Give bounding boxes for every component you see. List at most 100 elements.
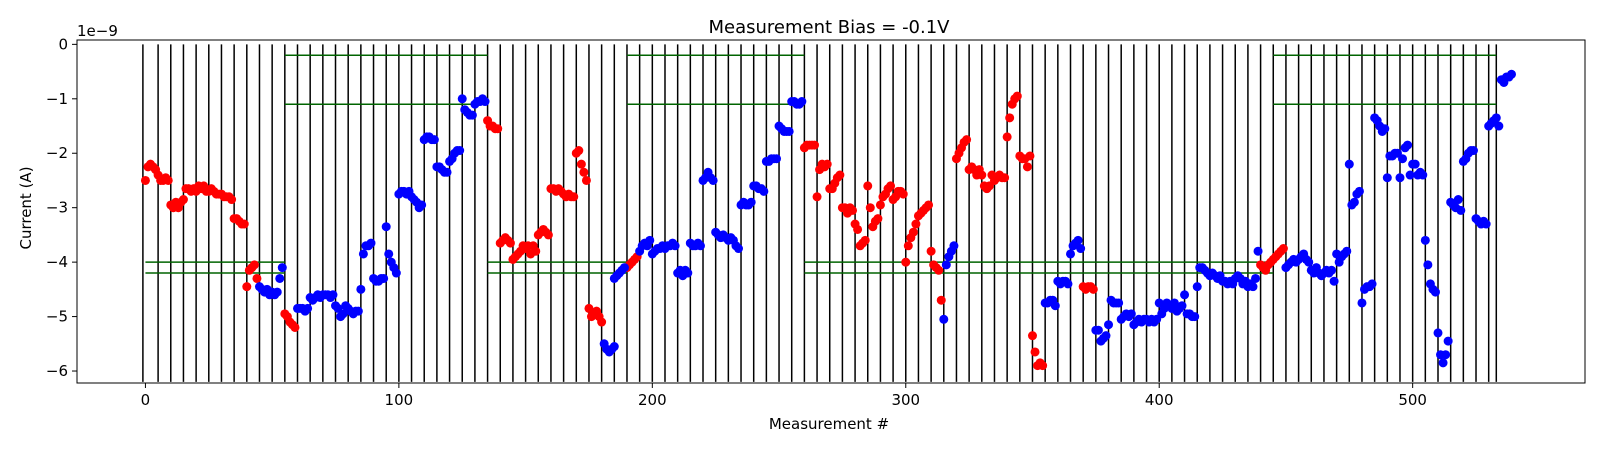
data-point-blue-124 [708, 175, 718, 185]
y-tick-label-6: −6 [46, 362, 68, 380]
y-tick-label-5: −5 [46, 308, 68, 326]
data-point-red-186 [1027, 331, 1037, 341]
data-point-blue-35 [356, 284, 366, 294]
x-tick-label-4: 400 [1145, 391, 1174, 409]
data-point-blue-36 [358, 249, 368, 259]
data-point-blue-39 [366, 238, 376, 248]
data-point-blue-264 [1329, 276, 1339, 286]
data-point-blue-301 [1423, 260, 1433, 270]
data-point-red-89 [581, 175, 591, 185]
data-point-blue-94 [619, 263, 629, 273]
data-point-red-151 [926, 246, 936, 256]
data-point-red-195 [1088, 284, 1098, 294]
data-point-red-122 [853, 224, 863, 234]
data-point-blue-144 [759, 186, 769, 196]
data-point-blue-294 [1405, 170, 1415, 180]
data-point-blue-220 [1192, 282, 1202, 292]
data-point-blue-274 [1354, 186, 1364, 196]
data-point-blue-8 [275, 273, 285, 283]
data-point-blue-244 [1253, 246, 1263, 256]
data-point-blue-160 [939, 314, 949, 324]
data-point-red-160 [962, 135, 972, 145]
data-point-red-175 [1000, 173, 1010, 183]
data-point-blue-309 [1443, 336, 1453, 346]
data-point-blue-179 [1076, 244, 1086, 254]
data-point-blue-304 [1430, 287, 1440, 297]
data-point-blue-49 [391, 268, 401, 278]
plot-frame [76, 39, 1586, 384]
data-point-red-140 [898, 189, 908, 199]
data-point-red-87 [576, 159, 586, 169]
data-point-blue-299 [1418, 170, 1428, 180]
data-point-blue-334 [1507, 69, 1517, 79]
data-point-blue-159 [797, 97, 807, 107]
data-point-red-106 [812, 192, 822, 202]
data-point-blue-75 [457, 94, 467, 104]
data-point-red-135 [886, 181, 896, 191]
y-offset-label: 1e−9 [77, 22, 118, 40]
y-axis-label: Current (A) [17, 166, 35, 249]
data-point-blue-307 [1438, 358, 1448, 368]
data-point-blue-99 [645, 235, 655, 245]
x-tick-label-1: 100 [385, 391, 414, 409]
data-point-blue-219 [1190, 312, 1200, 322]
data-point-blue-34 [353, 306, 363, 316]
data-point-blue-269 [1342, 246, 1352, 256]
data-point-blue-308 [1441, 350, 1451, 360]
data-point-blue-324 [1481, 219, 1491, 229]
data-point-blue-214 [1177, 301, 1187, 311]
x-tick-label-0: 0 [141, 391, 151, 409]
data-point-blue-44 [379, 273, 389, 283]
plot-area [140, 44, 1517, 382]
data-point-blue-109 [670, 241, 680, 251]
data-point-blue-279 [1367, 279, 1377, 289]
data-point-red-187 [1030, 347, 1040, 357]
data-point-blue-119 [695, 241, 705, 251]
data-point-blue-161 [941, 260, 951, 270]
data-point-blue-215 [1180, 290, 1190, 300]
data-point-red-120 [848, 205, 858, 215]
data-point-red-180 [1012, 91, 1022, 101]
data-point-red-49 [290, 322, 300, 332]
data-point-red-141 [901, 257, 911, 267]
x-tick-label-3: 300 [891, 391, 920, 409]
data-point-red-54 [493, 124, 503, 134]
data-point-blue-178 [1073, 235, 1083, 245]
data-point-blue-154 [784, 126, 794, 136]
data-point-blue-134 [733, 244, 743, 254]
data-point-red-69 [531, 246, 541, 256]
data-point-blue-263 [1327, 265, 1337, 275]
data-point-red-177 [1005, 113, 1015, 123]
data-point-red-125 [860, 235, 870, 245]
data-point-blue-300 [1420, 235, 1430, 245]
y-tick-label-2: −2 [46, 144, 68, 162]
x-tick-label-2: 200 [638, 391, 667, 409]
data-point-blue-45 [381, 222, 391, 232]
data-point-blue-185 [1104, 320, 1114, 330]
data-point-blue-46 [384, 249, 394, 259]
y-tick-label-0: 0 [58, 35, 68, 53]
data-point-red-95 [597, 317, 607, 327]
data-point-red-150 [924, 200, 934, 210]
y-tick-label-1: −1 [46, 90, 68, 108]
data-point-red-44 [252, 273, 262, 283]
data-point-blue-314 [1456, 205, 1466, 215]
data-point-blue-89 [609, 342, 619, 352]
data-point-blue-242 [1248, 282, 1258, 292]
data-point-blue-59 [417, 200, 427, 210]
data-point-red-43 [249, 260, 259, 270]
data-point-blue-296 [1410, 159, 1420, 169]
data-point-red-86 [574, 146, 584, 156]
data-point-red-144 [908, 227, 918, 237]
data-point-blue-114 [683, 268, 693, 278]
y-tick-label-3: −3 [46, 199, 68, 217]
data-point-red-205 [1278, 244, 1288, 254]
data-point-blue-270 [1344, 159, 1354, 169]
data-point-red-59 [505, 238, 515, 248]
data-point-red-145 [911, 219, 921, 229]
data-point-blue-14 [303, 303, 313, 313]
y-tick-label-4: −4 [46, 253, 68, 271]
data-point-blue-272 [1349, 197, 1359, 207]
